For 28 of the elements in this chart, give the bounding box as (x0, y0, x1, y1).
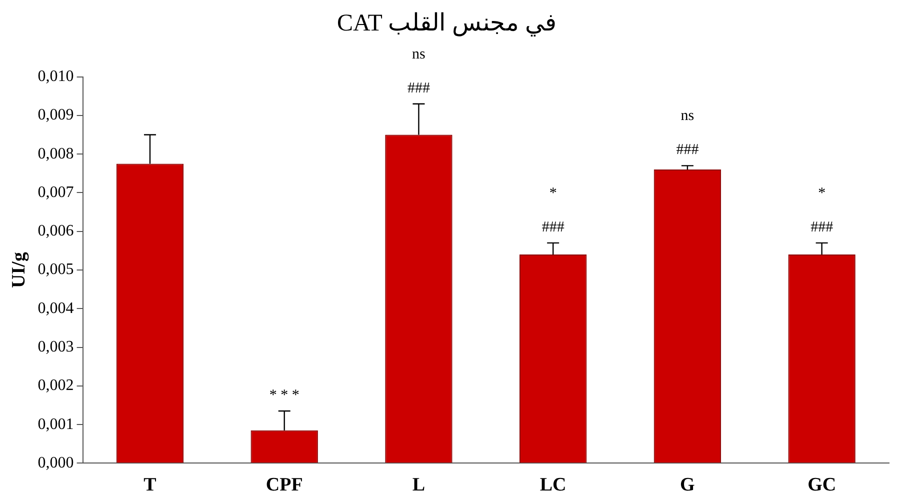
y-tick-label: 0,003 (38, 338, 74, 356)
y-tick-label: 0,000 (38, 454, 74, 472)
annotation: ### (542, 219, 565, 236)
y-tick-label: 0,004 (38, 300, 74, 317)
annotation: * (818, 185, 826, 202)
y-tick-label: 0,009 (38, 106, 74, 124)
y-tick-label: 0,002 (38, 377, 74, 394)
annotation: ns (680, 108, 694, 124)
y-tick-label: 0,007 (38, 184, 74, 201)
x-tick-label: GC (808, 474, 836, 496)
annotation: ### (810, 219, 834, 236)
y-tick-label: 0,006 (38, 222, 74, 240)
y-tick-label: 0,001 (38, 416, 74, 433)
annotation: * * * (269, 387, 300, 404)
annotation: ### (676, 142, 700, 158)
chart-title: CAT في مجنس القلب (337, 10, 556, 37)
y-tick-label: 0,008 (38, 145, 74, 162)
annotation: ns (412, 46, 426, 62)
annotation: * (549, 185, 557, 202)
x-tick-label: T (144, 474, 157, 496)
x-tick-label: G (680, 474, 696, 496)
y-tick-label: 0,010 (38, 68, 74, 86)
y-tick-label: 0,005 (38, 261, 74, 278)
annotation: ### (407, 80, 430, 96)
x-tick-label: CPF (266, 474, 303, 496)
x-tick-label: L (412, 474, 426, 496)
y-axis-title: UI/g (8, 252, 30, 288)
x-tick-label: LC (540, 474, 566, 496)
